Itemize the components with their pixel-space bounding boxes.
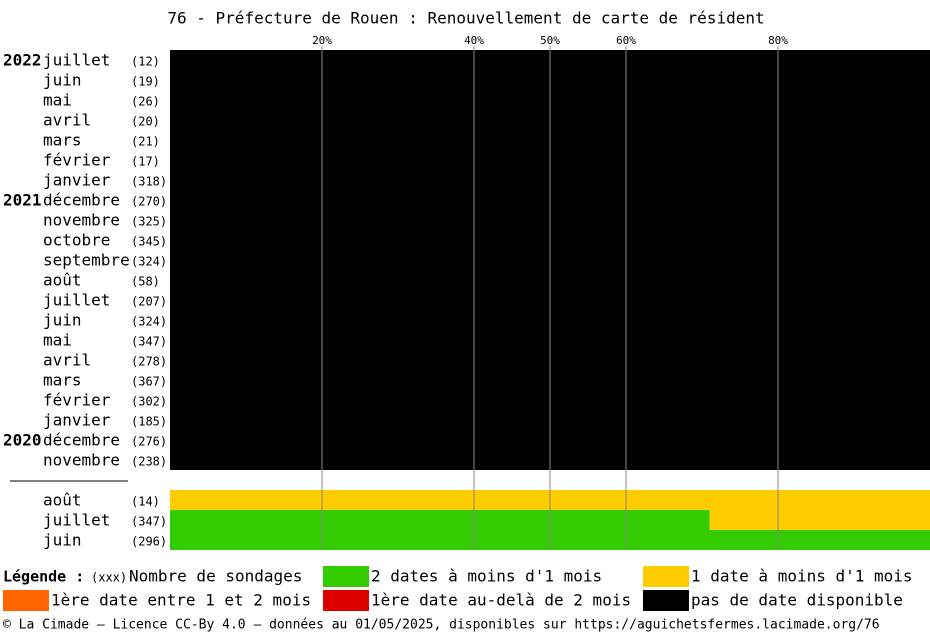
- legend-count-label: Nombre de sondages: [129, 567, 302, 586]
- legend-swatch: [643, 590, 689, 611]
- count-label: (302): [131, 395, 167, 409]
- count-label: (318): [131, 175, 167, 189]
- legend-swatch: [3, 590, 49, 611]
- y-tick-label: août: [43, 271, 82, 290]
- y-tick-label: septembre: [43, 251, 130, 270]
- x-tick-label: 60%: [616, 34, 636, 47]
- y-tick-label: décembre: [43, 431, 120, 450]
- count-label: (185): [131, 415, 167, 429]
- legend-swatch: [643, 566, 689, 587]
- x-tick-label: 50%: [540, 34, 560, 47]
- count-label: (325): [131, 215, 167, 229]
- legend-swatch: [323, 566, 369, 587]
- y-tick-label: octobre: [43, 231, 110, 250]
- count-label: (58): [131, 275, 160, 289]
- x-tick-label: 40%: [464, 34, 484, 47]
- year-label: 2022: [3, 51, 42, 70]
- y-tick-label: juin: [43, 531, 82, 550]
- count-label: (347): [131, 335, 167, 349]
- x-tick-label: 80%: [768, 34, 788, 47]
- count-label: (367): [131, 375, 167, 389]
- count-label: (207): [131, 295, 167, 309]
- legend-label: 1ère date entre 1 et 2 mois: [51, 591, 311, 610]
- count-label: (324): [131, 315, 167, 329]
- chart-title: 76 - Préfecture de Rouen : Renouvellemen…: [167, 9, 764, 28]
- legend-label: 1 date à moins d'1 mois: [691, 567, 913, 586]
- legend-label: 2 dates à moins d'1 mois: [371, 567, 602, 586]
- year-label: 2021: [3, 191, 42, 210]
- bar-segment: [170, 510, 710, 530]
- legend-swatch: [323, 590, 369, 611]
- legend-label: pas de date disponible: [691, 591, 903, 610]
- y-tick-label: mai: [43, 91, 72, 110]
- y-tick-label: juin: [43, 311, 82, 330]
- y-tick-label: juillet: [43, 51, 110, 70]
- y-tick-label: mai: [43, 331, 72, 350]
- legend-count-marker: (xxx): [91, 571, 127, 585]
- count-label: (276): [131, 435, 167, 449]
- count-label: (12): [131, 55, 160, 69]
- y-tick-label: janvier: [43, 411, 111, 430]
- y-tick-label: décembre: [43, 191, 120, 210]
- bar-segment: [709, 510, 930, 530]
- y-tick-label: avril: [43, 111, 91, 130]
- count-label: (278): [131, 355, 167, 369]
- y-tick-label: juillet: [43, 511, 110, 530]
- y-tick-label: novembre: [43, 451, 120, 470]
- y-tick-label: juillet: [43, 291, 110, 310]
- count-label: (345): [131, 235, 167, 249]
- count-label: (296): [131, 535, 167, 549]
- y-tick-label: janvier: [43, 171, 111, 190]
- legend-title: Légende :: [3, 568, 84, 586]
- count-label: (14): [131, 495, 160, 509]
- legend-label: 1ère date au-delà de 2 mois: [371, 591, 631, 610]
- count-label: (17): [131, 155, 160, 169]
- count-label: (270): [131, 195, 167, 209]
- count-label: (26): [131, 95, 160, 109]
- y-tick-label: février: [43, 391, 111, 410]
- y-tick-label: août: [43, 491, 82, 510]
- count-label: (20): [131, 115, 160, 129]
- y-tick-label: février: [43, 151, 111, 170]
- count-label: (347): [131, 515, 167, 529]
- year-label: 2020: [3, 431, 42, 450]
- y-tick-label: mars: [43, 131, 82, 150]
- footer: © La Cimade — Licence CC-By 4.0 — donnée…: [3, 618, 880, 633]
- count-label: (21): [131, 135, 160, 149]
- y-tick-label: juin: [43, 71, 82, 90]
- count-label: (324): [131, 255, 167, 269]
- y-tick-label: mars: [43, 371, 82, 390]
- x-tick-label: 20%: [312, 34, 332, 47]
- y-tick-label: novembre: [43, 211, 120, 230]
- count-label: (238): [131, 455, 167, 469]
- y-tick-label: avril: [43, 351, 91, 370]
- count-label: (19): [131, 75, 160, 89]
